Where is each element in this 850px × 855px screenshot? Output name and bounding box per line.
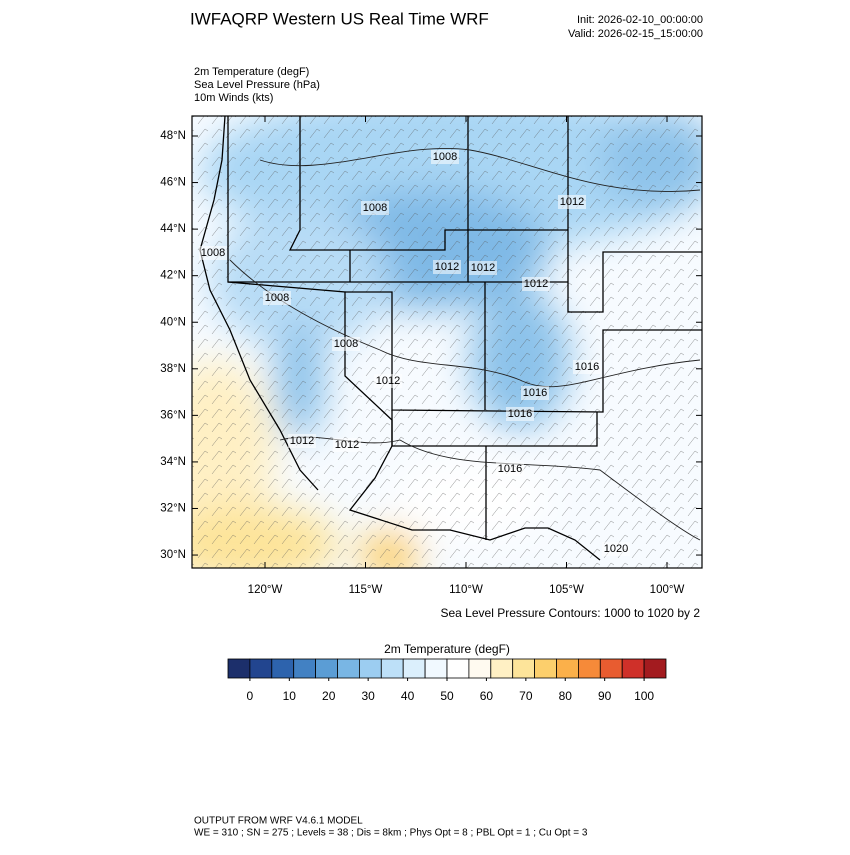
colorbar-tick-label: 40 [401, 689, 415, 703]
footer-line: OUTPUT FROM WRF V4.6.1 MODEL [194, 816, 363, 827]
colorbar-tick-label: 80 [559, 689, 573, 703]
contour-label-box [573, 360, 601, 374]
colorbar-title: 2m Temperature (degF) [384, 642, 510, 656]
lat-tick-label: 30°N [160, 549, 186, 561]
contour-label: 1016 [523, 387, 547, 399]
valid-time: Valid: 2026-02-15_15:00:00 [568, 28, 703, 40]
colorbar-tick-label: 100 [634, 689, 654, 703]
colorbar-box [402, 658, 426, 679]
colorbar-tick-label: 0 [247, 689, 254, 703]
contour-label: 1012 [471, 262, 495, 274]
contour-label-box [263, 291, 291, 305]
field-label: 2m Temperature (degF) [194, 66, 309, 78]
lat-tick-label: 32°N [160, 503, 186, 515]
contour-label: 1016 [498, 463, 522, 475]
contour-label-box [558, 195, 586, 209]
contour-label-box [288, 434, 316, 448]
colorbar-box [380, 658, 404, 679]
footer-line: WE = 310 ; SN = 275 ; Levels = 38 ; Dis … [194, 828, 588, 839]
contour-label: 1008 [334, 338, 358, 350]
title: IWFAQRP Western US Real Time WRF [190, 9, 489, 28]
colorbar-box [293, 658, 317, 679]
lat-tick-label: 42°N [160, 270, 186, 282]
lat-tick-label: 34°N [160, 456, 186, 468]
colorbar-box [490, 658, 514, 679]
lat-tick-label: 36°N [160, 409, 186, 421]
contour-label: 1012 [560, 196, 584, 208]
contour-label-box [522, 277, 550, 291]
contour-label: 1008 [201, 247, 225, 259]
colorbar-box [446, 658, 470, 679]
lon-tick-label: 110°W [449, 584, 483, 596]
contour-label-box [496, 462, 524, 476]
contour-label: 1008 [433, 151, 457, 163]
colorbar-box [227, 658, 251, 679]
lat-tick-label: 38°N [160, 363, 186, 375]
contour-label: 1008 [363, 202, 387, 214]
contour-label-box [332, 337, 360, 351]
colorbar-box [534, 658, 557, 679]
contour-label-box [199, 246, 227, 260]
colorbar-box [621, 658, 645, 679]
lon-tick-label: 115°W [349, 584, 383, 596]
colorbar-tick-label: 30 [361, 689, 375, 703]
init-time: Init: 2026-02-10_00:00:00 [577, 14, 703, 26]
lat-tick-label: 46°N [160, 177, 186, 189]
colorbar-tick-label: 70 [519, 689, 533, 703]
lat-tick-label: 40°N [160, 316, 186, 328]
lon-tick-label: 120°W [248, 584, 283, 596]
map-frame [191, 115, 703, 569]
colorbar-box [315, 658, 338, 679]
contour-label-box [469, 261, 497, 275]
contour-label-box [506, 407, 534, 421]
colorbar-tick-label: 60 [480, 689, 494, 703]
colorbar-box [271, 658, 295, 679]
colorbar-box [599, 658, 623, 679]
colorbar-box [424, 658, 448, 679]
contour-note: Sea Level Pressure Contours: 1000 to 102… [441, 606, 701, 620]
contour-label-box [431, 150, 459, 164]
lat-tick-label: 48°N [160, 130, 186, 142]
contour-label: 1016 [575, 361, 599, 373]
contour-label: 1012 [524, 278, 548, 290]
contour-label: 1020 [604, 543, 628, 555]
contour-label-box [521, 386, 549, 400]
field-label: 10m Winds (kts) [194, 92, 273, 104]
contour-label: 1012 [435, 261, 459, 273]
colorbar-box [643, 658, 667, 679]
colorbar-box [337, 658, 360, 679]
contour-label: 1012 [376, 375, 400, 387]
colorbar-box [358, 658, 382, 679]
contour-label-box [374, 374, 402, 388]
contour-label: 1016 [508, 408, 532, 420]
lon-tick-label: 100°W [650, 584, 685, 596]
colorbar-box [512, 658, 536, 679]
contour-label-box [602, 542, 630, 556]
colorbar-tick-label: 90 [598, 689, 612, 703]
field-label: Sea Level Pressure (hPa) [194, 79, 320, 91]
colorbar-box [578, 658, 601, 679]
colorbar-tick-label: 50 [440, 689, 454, 703]
contour-label: 1008 [265, 292, 289, 304]
contour-label: 1012 [290, 435, 314, 447]
contour-label-box [361, 201, 389, 215]
map-field [192, 116, 702, 568]
colorbar-tick-label: 10 [283, 689, 297, 703]
colorbar-box [249, 658, 273, 679]
contour-label: 1012 [335, 439, 359, 451]
colorbar-box [468, 658, 492, 679]
lon-tick-label: 105°W [549, 584, 584, 596]
contour-label-box [433, 260, 461, 274]
lat-tick-label: 44°N [160, 223, 186, 235]
contour-label-box [333, 438, 361, 452]
colorbar-tick-label: 20 [322, 689, 336, 703]
colorbar-box [556, 658, 579, 679]
